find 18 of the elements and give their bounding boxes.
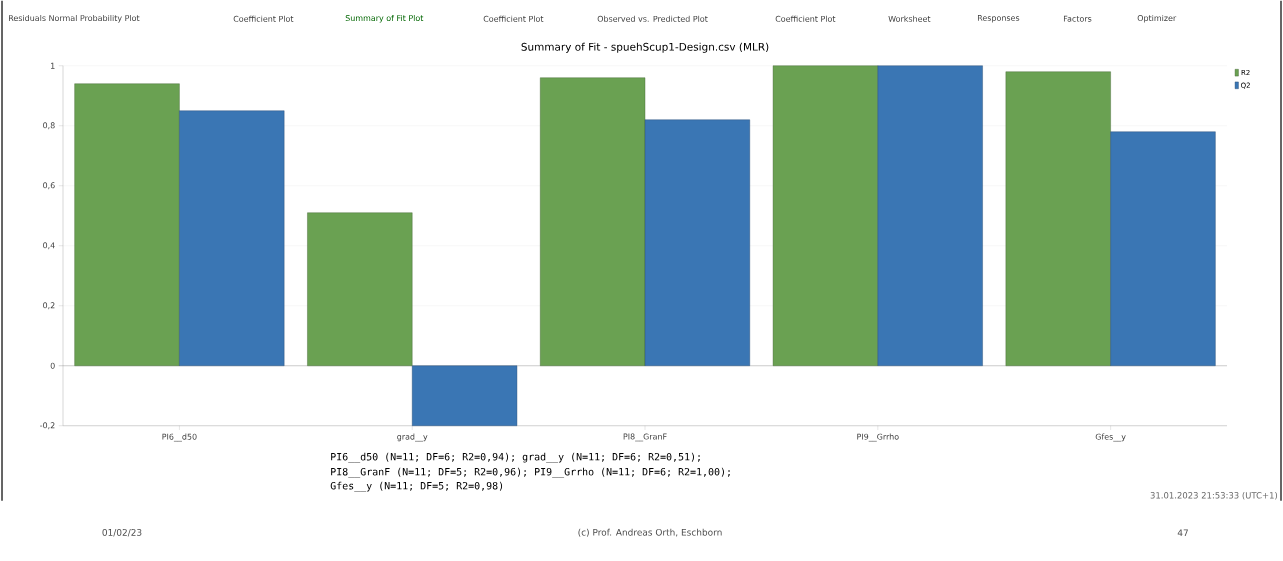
text: Gfes__y (N=11; DF=5; R2=0,98) — [330, 481, 503, 492]
bar — [540, 77, 646, 367]
text: (c) Prof. Andreas Orth, Eschborn — [578, 528, 722, 537]
bar — [307, 212, 413, 367]
chart-title: Summary of Fit - spuehScup1-Design.csv (MLR) — [521, 42, 769, 53]
text: 31.01.2023 21:53:33 (UTC+1) — [1150, 492, 1278, 500]
text: 47 — [1177, 529, 1188, 537]
bar — [877, 65, 983, 367]
bar — [772, 65, 879, 367]
bar — [74, 83, 180, 367]
bar — [412, 365, 518, 427]
bar — [1005, 71, 1111, 367]
bar — [1110, 131, 1216, 367]
text: PI8__GranF (N=11; DF=5; R2=0,96); PI9__Grrho (N=11; DF=6; R2=1,00); — [331, 467, 730, 478]
text: PI6__d50 (N=11; DF=6; R2=0,94); grad__y (N=11; DF=6; R2=0,51); — [331, 452, 700, 463]
text: 01/02/23 — [102, 529, 142, 537]
bar — [644, 119, 750, 367]
bar — [179, 110, 285, 367]
